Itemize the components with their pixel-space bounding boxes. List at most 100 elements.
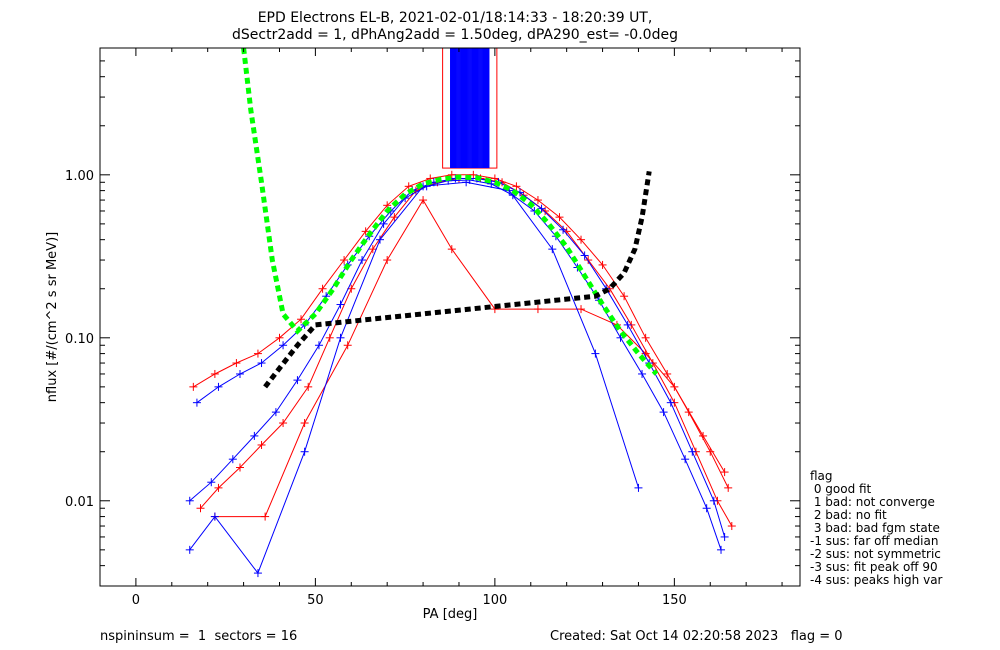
series-1-point — [297, 315, 306, 324]
series-2-point — [261, 512, 270, 521]
series-1-point — [555, 213, 564, 222]
legend-item-7: -4 sus: peaks high var — [810, 573, 943, 587]
series-2-point — [699, 431, 708, 440]
series-4-point — [559, 225, 568, 234]
series-4-point — [720, 532, 729, 541]
series-3-point — [314, 341, 323, 350]
series-5-point — [336, 333, 345, 342]
x-tick-label: 150 — [662, 593, 687, 608]
series-2-point — [533, 305, 542, 314]
series-3-point — [185, 496, 194, 505]
series-2-point — [447, 245, 456, 254]
series-2-point — [383, 256, 392, 265]
series-1-point — [598, 260, 607, 269]
series-0-point — [236, 463, 244, 472]
series-3-point — [659, 408, 668, 417]
series-1-point — [641, 333, 650, 342]
flag-legend: flag 0 good fit 1 bad: not converge 2 ba… — [810, 469, 943, 587]
series-3-point — [702, 504, 711, 513]
legend-item-6: -3 sus: fit peak off 90 — [810, 560, 938, 574]
series-1-point — [512, 182, 521, 191]
footer-left: nspininsum = 1 sectors = 16 — [100, 629, 297, 644]
series-2-point — [419, 196, 428, 205]
series-1-point — [577, 235, 586, 244]
series-1-point — [724, 483, 733, 492]
series-1-point — [340, 256, 349, 265]
x-tick-label: 0 — [132, 593, 140, 608]
series-1-point — [318, 284, 327, 293]
series-0-point — [257, 440, 266, 449]
fit-curve-1 — [263, 171, 652, 389]
y-tick-label: 0.01 — [65, 495, 94, 510]
series-1-point — [232, 359, 241, 368]
series-3-point — [207, 478, 216, 487]
series-1-point — [663, 369, 672, 378]
series-4-point — [688, 447, 697, 456]
series-0-point — [368, 245, 377, 254]
series-1-point — [533, 196, 542, 205]
series-5-point — [300, 447, 309, 456]
series-4-point — [236, 369, 244, 378]
series-4-point — [257, 359, 266, 368]
series-2-point — [670, 382, 679, 391]
series-4-point — [192, 398, 201, 407]
series-3-point — [358, 256, 367, 265]
series-3-point — [336, 300, 345, 309]
series-3-point — [293, 376, 302, 385]
series-1-point — [469, 170, 478, 179]
series-1-point — [253, 349, 262, 358]
y-axis-label: nflux [#/(cm^2 s sr MeV)] — [45, 232, 60, 402]
chart-title: EPD Electrons EL-B, 2021-02-01/18:14:33 … — [258, 10, 653, 26]
series-4-point — [279, 341, 288, 350]
series-2-point — [720, 468, 729, 477]
series-0-point — [196, 504, 205, 513]
series-0-point — [304, 382, 313, 391]
series-3-point — [681, 455, 690, 464]
series-0-point — [727, 522, 736, 531]
plot-frame — [99, 47, 801, 587]
series-1-point — [189, 382, 198, 391]
series-5-point — [376, 235, 384, 244]
series-1-point — [447, 170, 456, 179]
series-line-0 — [200, 178, 733, 527]
legend-item-0: 0 good fit — [810, 482, 872, 496]
series-4-point — [537, 204, 546, 213]
series-4-point — [709, 496, 718, 505]
legend-item-5: -2 sus: not symmetric — [810, 547, 941, 561]
series-line-4 — [196, 178, 726, 538]
series-2-point — [343, 341, 352, 350]
x-tick-label: 100 — [482, 593, 507, 608]
chart-subtitle: dSectr2add = 1, dPhAng2add = 1.50deg, dP… — [232, 27, 678, 43]
series-3-point — [379, 219, 388, 228]
series-0-point — [325, 333, 334, 342]
series-2-point — [577, 305, 586, 314]
series-0-point — [279, 419, 288, 428]
series-line-2 — [214, 199, 726, 518]
series-4-point — [666, 398, 675, 407]
x-tick-label: 50 — [307, 593, 324, 608]
series-5-point — [591, 349, 600, 358]
legend-item-2: 2 bad: no fit — [810, 508, 887, 522]
fit-curve-0 — [241, 48, 659, 376]
series-1-point — [275, 333, 284, 342]
x-axis-label: PA [deg] — [423, 607, 478, 622]
series-5-point — [210, 512, 219, 521]
series-3-point — [250, 431, 259, 440]
footer-right: Created: Sat Oct 14 02:20:58 2023 flag =… — [550, 629, 843, 644]
series-4-point — [623, 320, 632, 329]
series-2-point — [300, 419, 309, 428]
series-5-point — [548, 245, 557, 254]
legend-title: flag — [810, 469, 833, 483]
series-line-5 — [189, 181, 639, 575]
y-tick-label: 1.00 — [65, 169, 94, 184]
series-0-point — [214, 483, 223, 492]
legend-item-3: 3 bad: bad fgm state — [810, 521, 940, 535]
series-1-point — [490, 174, 499, 183]
series-0-point — [584, 256, 593, 265]
legend-item-4: -1 sus: far off median — [810, 534, 938, 548]
series-line-3 — [189, 179, 722, 550]
series-5-point — [253, 569, 262, 578]
series-5-point — [634, 483, 643, 492]
series-line-1 — [193, 174, 729, 489]
